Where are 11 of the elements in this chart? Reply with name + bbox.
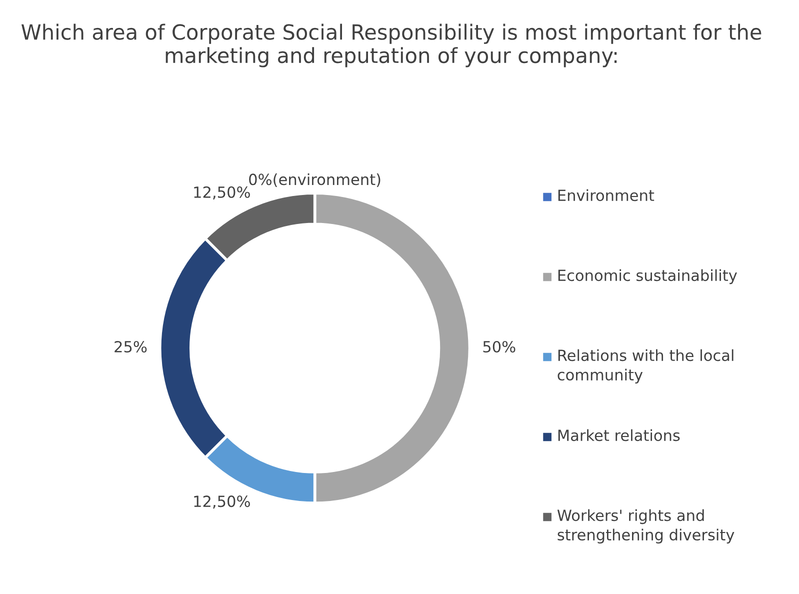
data-label: 50%: [483, 340, 516, 353]
chart-title: Which area of Corporate Social Responsibility is most important for the marketing and reputation of your company:: [21, 24, 762, 68]
legend-label: Workers' rights and strengthening diversity: [557, 509, 734, 544]
legend-label: Relations with the local community: [558, 349, 734, 384]
data-label: 12,50%: [194, 186, 250, 200]
legend-label: Economic sustainability: [558, 269, 737, 284]
data-label: 25%: [114, 340, 147, 353]
legend-label: Environment: [558, 189, 654, 202]
legend-label: Market relations: [558, 429, 680, 442]
data-label: 12,50%: [194, 496, 250, 509]
text: 0%(environment): [249, 173, 380, 187]
